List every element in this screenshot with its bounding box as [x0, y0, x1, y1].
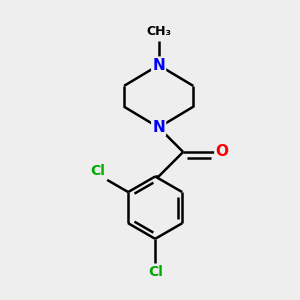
Text: N: N — [152, 120, 165, 135]
Text: Cl: Cl — [91, 164, 106, 178]
Text: Cl: Cl — [148, 265, 163, 279]
Text: N: N — [152, 58, 165, 73]
Text: CH₃: CH₃ — [146, 25, 171, 38]
Text: O: O — [215, 145, 229, 160]
